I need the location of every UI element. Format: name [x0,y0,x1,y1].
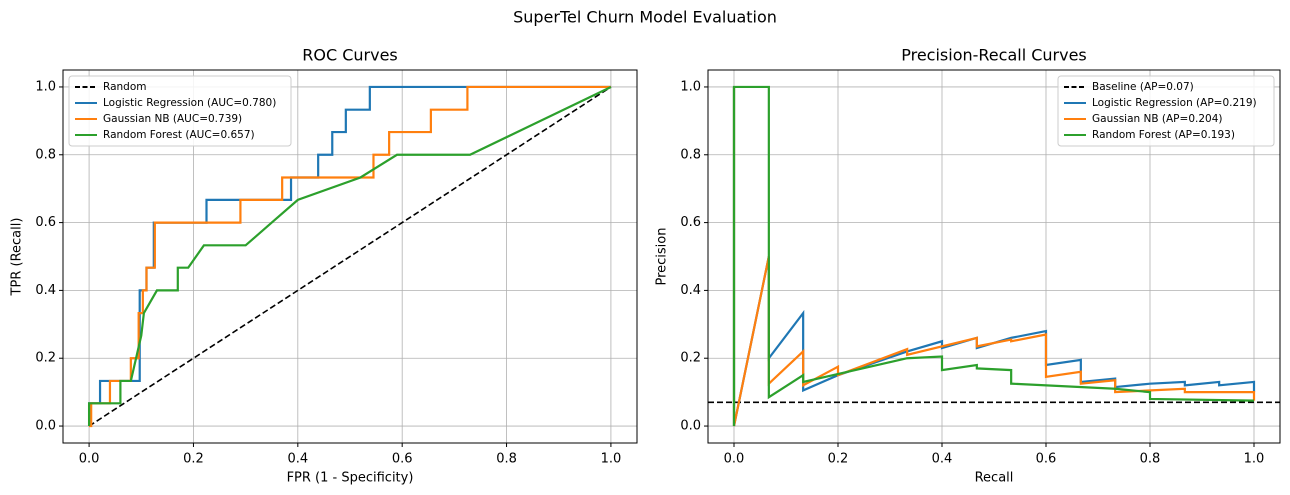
y-tick-label: 0.2 [35,351,56,366]
x-tick-label: 0.6 [392,452,413,467]
y-tick-label: 0.2 [680,351,701,366]
x-tick-label: 1.0 [601,452,622,467]
x-axis-label: Recall [975,471,1014,486]
axes-frame [62,69,638,444]
figure-title: SuperTel Churn Model Evaluation [513,8,777,27]
x-tick-label: 1.0 [1244,452,1265,467]
axes-title: Precision-Recall Curves [901,46,1087,65]
y-tick-label: 1.0 [35,79,56,94]
legend-label: Random Forest (AP=0.193) [1092,129,1235,141]
legend-label: Random Forest (AUC=0.657) [103,129,255,141]
x-axis-label: FPR (1 - Specificity) [287,471,414,486]
legend-label: Gaussian NB (AP=0.204) [1092,113,1222,125]
x-tick-label: 0.6 [1036,452,1057,467]
y-tick-label: 0.4 [35,283,56,298]
x-tick-label: 0.2 [828,452,849,467]
x-tick-label: 0.4 [287,452,308,467]
legend-box [1057,75,1275,147]
axes-frame [707,69,1281,444]
x-tick-label: 0.0 [79,452,100,467]
x-tick-label: 0.8 [1140,452,1161,467]
y-tick-label: 0.6 [680,215,701,230]
x-tick-label: 0.8 [496,452,517,467]
y-tick-label: 0.0 [680,419,701,434]
x-tick-label: 0.2 [183,452,204,467]
legend-label: Gaussian NB (AUC=0.739) [103,113,242,125]
y-tick-label: 1.0 [680,79,701,94]
series-line [88,86,612,427]
y-axis-label: TPR (Recall) [10,218,25,297]
x-tick-label: 0.0 [724,452,745,467]
series-line [732,86,1256,427]
legend-label: Random [103,81,146,93]
y-tick-label: 0.8 [35,147,56,162]
y-tick-label: 0.0 [35,419,56,434]
series-line [87,85,612,427]
y-tick-label: 0.8 [680,147,701,162]
y-axis-label: Precision [655,227,670,285]
legend-label: Logistic Regression (AP=0.219) [1092,97,1257,109]
y-tick-label: 0.4 [680,283,701,298]
y-tick-label: 0.6 [35,215,56,230]
series-line [732,86,1256,427]
x-tick-label: 0.4 [932,452,953,467]
series-line [732,85,1255,427]
legend-label: Logistic Regression (AUC=0.780) [103,97,276,109]
axes-title: ROC Curves [302,46,398,65]
legend-box [68,75,292,147]
legend-label: Baseline (AP=0.07) [1092,81,1194,93]
